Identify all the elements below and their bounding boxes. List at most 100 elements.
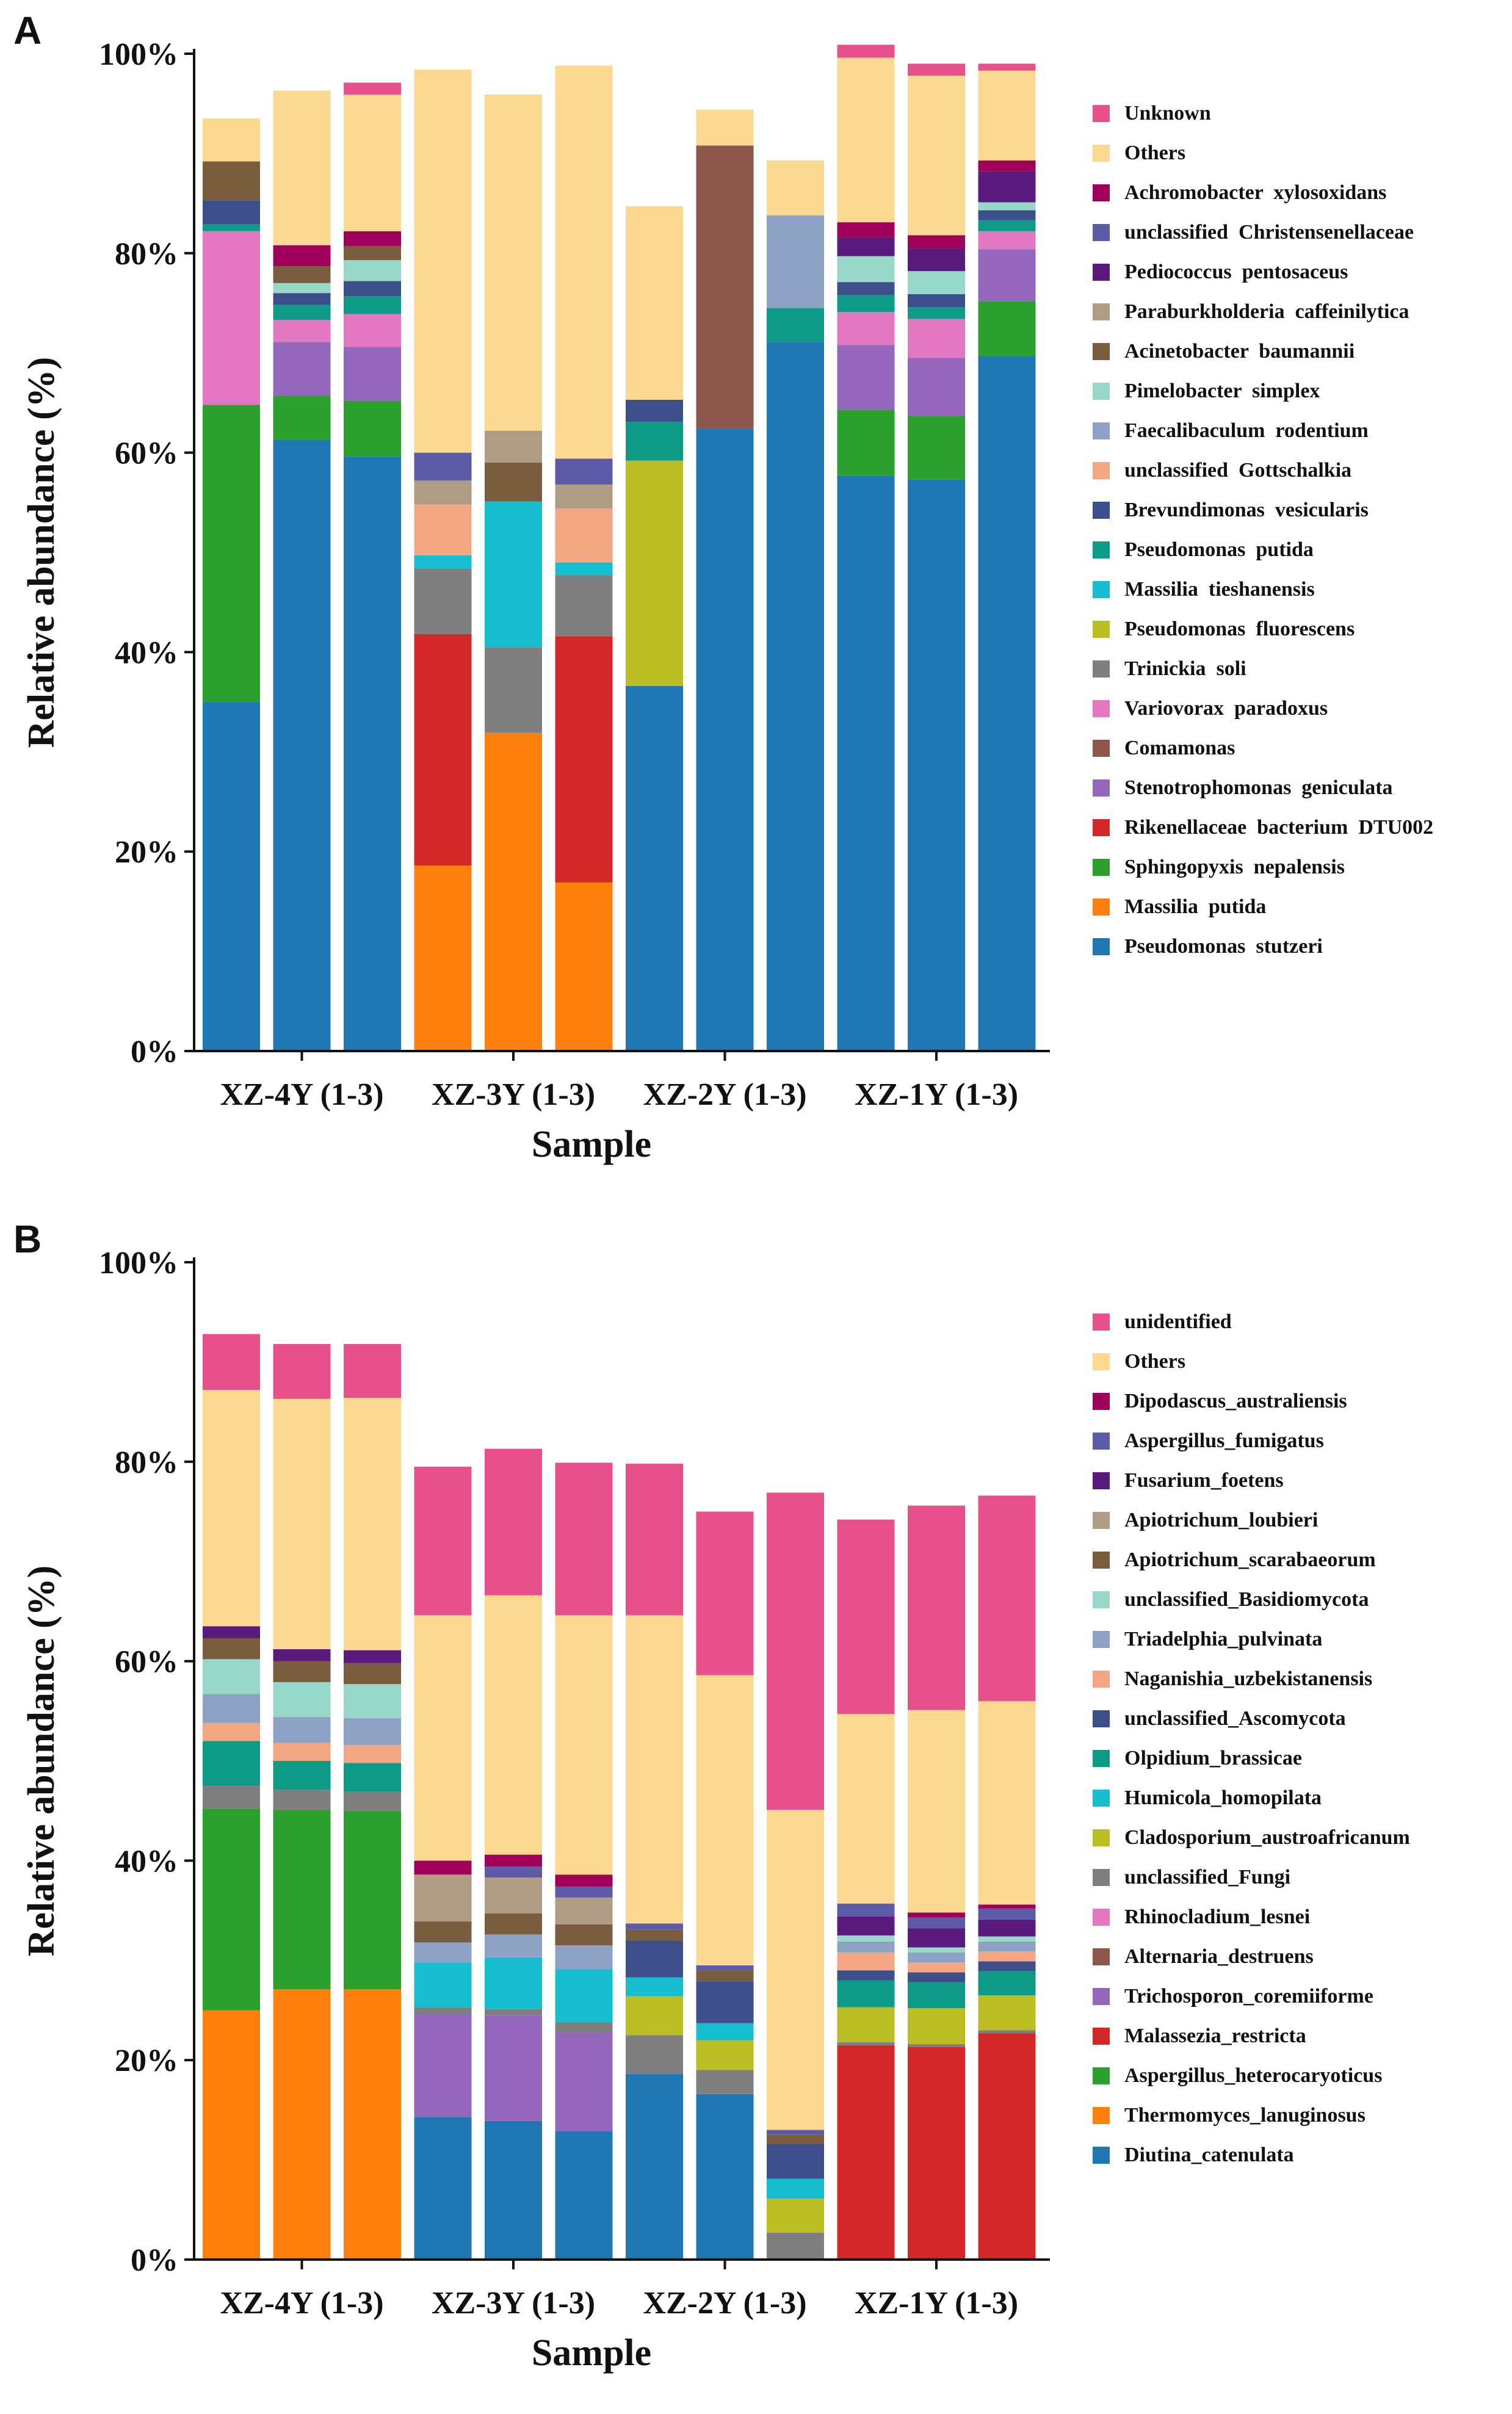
- bar-segment: [908, 63, 965, 76]
- bar-segment: [767, 2178, 824, 2199]
- bar-segment: [414, 480, 472, 505]
- legend-swatch: [1093, 1631, 1110, 1648]
- bar-segment: [273, 1743, 331, 1761]
- bar-segment: [978, 160, 1036, 172]
- bar-segment: [344, 1791, 401, 1811]
- bar-segment: [978, 1936, 1036, 1942]
- bar-segment: [555, 508, 613, 563]
- bar-segment: [837, 1916, 895, 1935]
- bar-segment: [908, 1972, 965, 1982]
- legend-swatch: [1093, 898, 1110, 916]
- bar-segment: [978, 249, 1036, 302]
- bar-segment: [273, 320, 331, 342]
- bar-segment: [414, 452, 472, 481]
- y-axis-title: Relative abundance (%): [21, 1566, 62, 1957]
- x-tick-label: XZ-2Y (1-3): [643, 1077, 806, 1112]
- legend-label: Aspergillus_heterocaryoticus: [1124, 2064, 1382, 2087]
- bar-segment: [203, 1809, 260, 2011]
- legend: unidentified Others Dipodascus_australiens…: [1093, 1310, 1410, 2166]
- x-tick-label: XZ-3Y (1-3): [432, 2286, 595, 2321]
- bar-segment: [908, 294, 965, 308]
- bar-segment: [344, 260, 401, 281]
- bar-segment: [485, 2009, 542, 2015]
- bar-segment: [203, 200, 260, 225]
- bar-segment: [203, 1390, 260, 1627]
- bar-segment: [837, 2042, 895, 2045]
- bar-segment: [908, 479, 965, 1051]
- legend-swatch: [1093, 621, 1110, 638]
- x-tick-label: XZ-3Y (1-3): [432, 1077, 595, 1112]
- bar-segment: [696, 2070, 754, 2094]
- bar-segment: [908, 1928, 965, 1948]
- bar-segment: [626, 2035, 683, 2075]
- x-axis-title: Sample: [532, 1124, 651, 1165]
- legend-swatch: [1093, 1472, 1110, 1489]
- bar-segment: [203, 1659, 260, 1694]
- bar-segment: [908, 1917, 965, 1929]
- legend-label: Others: [1124, 1350, 1185, 1373]
- bar-segment: [203, 224, 260, 231]
- bar-segment: [485, 1913, 542, 1935]
- bar-segment: [837, 345, 895, 410]
- bar-segment: [344, 281, 401, 297]
- bar-segment: [978, 63, 1036, 71]
- legend-label: Trichosporon_coremiiforme: [1124, 1985, 1373, 2007]
- legend-swatch: [1093, 105, 1110, 122]
- legend-swatch: [1093, 2028, 1110, 2045]
- bar-segment: [273, 305, 331, 320]
- legend-swatch: [1093, 224, 1110, 241]
- bar-segment: [344, 1343, 401, 1398]
- bar-segment: [344, 1744, 401, 1763]
- bar-segment: [908, 271, 965, 294]
- bar-segment: [273, 1661, 331, 1682]
- bar-segment: [696, 145, 754, 429]
- bar-segment: [344, 1989, 401, 2260]
- bar-segment: [485, 1934, 542, 1957]
- legend-swatch: [1093, 581, 1110, 598]
- bar-segment: [908, 1912, 965, 1918]
- legend-swatch: [1093, 779, 1110, 797]
- bar-segment: [978, 171, 1036, 203]
- legend-swatch: [1093, 700, 1110, 717]
- legend-label: unclassified Christensenellaceae: [1124, 221, 1414, 244]
- bar-segment: [414, 1921, 472, 1943]
- legend-label: Achromobacter xylosoxidans: [1124, 181, 1386, 204]
- bar-segment: [555, 1874, 613, 1887]
- legend-label: Thermomyces_lanuginosus: [1124, 2104, 1366, 2127]
- bar-segment: [908, 1982, 965, 2009]
- bar-segment: [978, 202, 1036, 211]
- bar-segment: [626, 206, 683, 400]
- bar-segment: [344, 246, 401, 261]
- x-tick-label: XZ-1Y (1-3): [855, 2286, 1018, 2321]
- legend-label: unidentified: [1124, 1310, 1232, 1333]
- bar-segment: [837, 295, 895, 313]
- bar-segment: [837, 475, 895, 1051]
- bar-segment: [908, 2047, 965, 2260]
- legend-swatch: [1093, 1512, 1110, 1529]
- bar-segment: [696, 1675, 754, 1965]
- bar-segment: [767, 1810, 824, 2130]
- legend-label: Massilia putida: [1124, 895, 1266, 918]
- bar-segment: [273, 1717, 331, 1743]
- bar-segment: [485, 2120, 542, 2260]
- bar-segment: [555, 2022, 613, 2033]
- legend-swatch: [1093, 2107, 1110, 2124]
- bar-segment: [273, 245, 331, 267]
- bar-segment: [626, 1996, 683, 2036]
- bar-segment: [414, 1942, 472, 1963]
- legend-label: Pseudomonas fluorescens: [1124, 618, 1355, 640]
- bar-segment: [555, 2131, 613, 2260]
- legend-swatch: [1093, 1671, 1110, 1688]
- y-tick-label: 100%: [99, 37, 178, 72]
- bar-segment: [626, 2074, 683, 2260]
- legend-label: Comamonas: [1124, 737, 1235, 759]
- bar-segment: [273, 293, 331, 305]
- bar-segment: [203, 1334, 260, 1390]
- y-tick-label: 80%: [115, 237, 178, 272]
- bar-segment: [414, 2014, 472, 2117]
- chart-panel-b: B 0% 20% 40% 60% 80% 100% XZ-4Y (1-3) XZ-3Y (1-…: [13, 1217, 1410, 2374]
- legend-swatch: [1093, 1948, 1110, 1965]
- bar-segment: [908, 1710, 965, 1913]
- bar-segment: [344, 1398, 401, 1650]
